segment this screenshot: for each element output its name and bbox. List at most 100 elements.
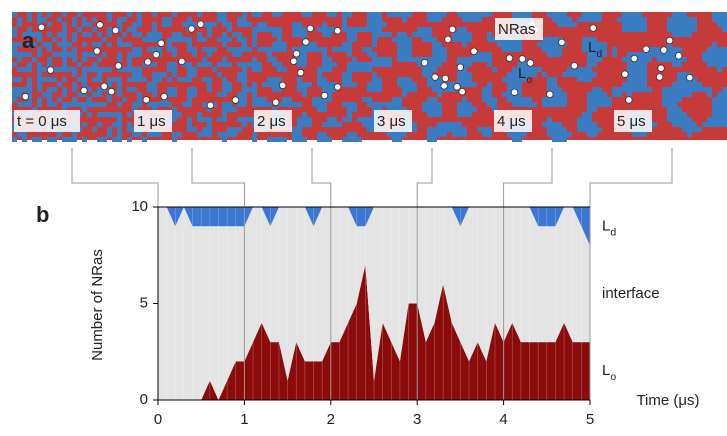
ld-domain (487, 102, 492, 107)
ld-domain (457, 132, 462, 137)
ld-domain (497, 42, 502, 47)
ld-domain (192, 67, 197, 72)
ld-domain (722, 17, 727, 22)
ld-domain (37, 97, 42, 102)
ld-domain (722, 47, 727, 52)
ld-domain (442, 57, 447, 62)
ld-domain (207, 107, 212, 112)
ld-domain (547, 87, 552, 92)
ld-domain (552, 137, 557, 142)
ld-domain (717, 67, 722, 72)
ld-domain (182, 77, 187, 82)
ld-domain (97, 112, 102, 117)
ld-domain (37, 47, 42, 52)
ld-domain (632, 77, 637, 82)
ld-domain (12, 52, 17, 57)
ld-domain (362, 97, 367, 102)
ld-domain (567, 17, 572, 22)
connector (191, 148, 245, 207)
ld-domain (17, 22, 22, 27)
ld-domain (12, 12, 17, 17)
ld-domain (672, 112, 677, 117)
ld-domain (72, 47, 77, 52)
ld-domain (627, 82, 632, 87)
ld-domain (147, 37, 152, 42)
ld-domain (37, 17, 42, 22)
ld-domain (517, 67, 522, 72)
ld-domain (407, 12, 412, 17)
ld-domain (127, 62, 132, 67)
ld-domain (252, 132, 257, 137)
ld-domain (367, 122, 372, 127)
ld-domain (342, 42, 347, 47)
nras (302, 38, 310, 46)
ld-domain (12, 87, 17, 92)
ld-domain (437, 122, 442, 127)
x-tick-label: 5 (586, 411, 594, 428)
ld-domain (377, 27, 382, 32)
ld-domain (522, 67, 527, 72)
ld-domain (587, 112, 592, 117)
ld-domain (687, 17, 692, 22)
ld-domain (542, 47, 547, 52)
ld-domain (547, 82, 552, 87)
ld-domain (367, 97, 372, 102)
ld-domain (462, 42, 467, 47)
ld-domain (247, 62, 252, 67)
ld-domain (267, 77, 272, 82)
ld-domain (277, 77, 282, 82)
ld-domain (322, 52, 327, 57)
ld-domain (402, 52, 407, 57)
ld-domain (187, 72, 192, 77)
ld-domain (347, 82, 352, 87)
ld-domain (237, 127, 242, 132)
ld-domain (712, 57, 717, 62)
ld-domain (227, 82, 232, 87)
ld-domain (682, 27, 687, 32)
ld-domain (12, 97, 17, 102)
ld-domain (267, 137, 272, 142)
ld-domain (112, 112, 117, 117)
ld-domain (552, 52, 557, 57)
x-tick-label: 1 (240, 411, 248, 428)
ld-domain (82, 17, 87, 22)
ld-domain (207, 87, 212, 92)
ld-domain (682, 82, 687, 87)
ld-domain (437, 47, 442, 52)
ld-domain (407, 82, 412, 87)
ld-domain (237, 52, 242, 57)
ld-domain (267, 82, 272, 87)
ld-domain (372, 12, 377, 17)
ld-domain (682, 77, 687, 82)
ld-domain (297, 22, 302, 27)
ld-domain (37, 62, 42, 67)
ld-domain (72, 37, 77, 42)
ld-domain (257, 12, 262, 17)
ld-domain (312, 97, 317, 102)
ld-domain (702, 57, 707, 62)
ld-domain (577, 77, 582, 82)
ld-domain (37, 137, 42, 142)
ld-domain (427, 112, 432, 117)
ld-domain (242, 117, 247, 122)
ld-domain (542, 102, 547, 107)
ld-domain (197, 132, 202, 137)
ld-domain (427, 57, 432, 62)
nras (431, 73, 439, 81)
ld-domain (217, 62, 222, 67)
ld-domain (697, 127, 702, 132)
ld-domain (382, 22, 387, 27)
ld-domain (67, 102, 72, 107)
ld-domain (467, 72, 472, 77)
nras (510, 88, 519, 96)
ld-domain (247, 22, 252, 27)
ld-domain (592, 17, 597, 22)
ld-domain (132, 107, 137, 112)
ld-domain (132, 77, 137, 82)
ld-domain (587, 62, 592, 67)
ld-domain (462, 102, 467, 107)
ld-domain (527, 97, 532, 102)
ld-domain (622, 57, 627, 62)
ld-domain (427, 102, 432, 107)
ld-domain (117, 117, 122, 122)
